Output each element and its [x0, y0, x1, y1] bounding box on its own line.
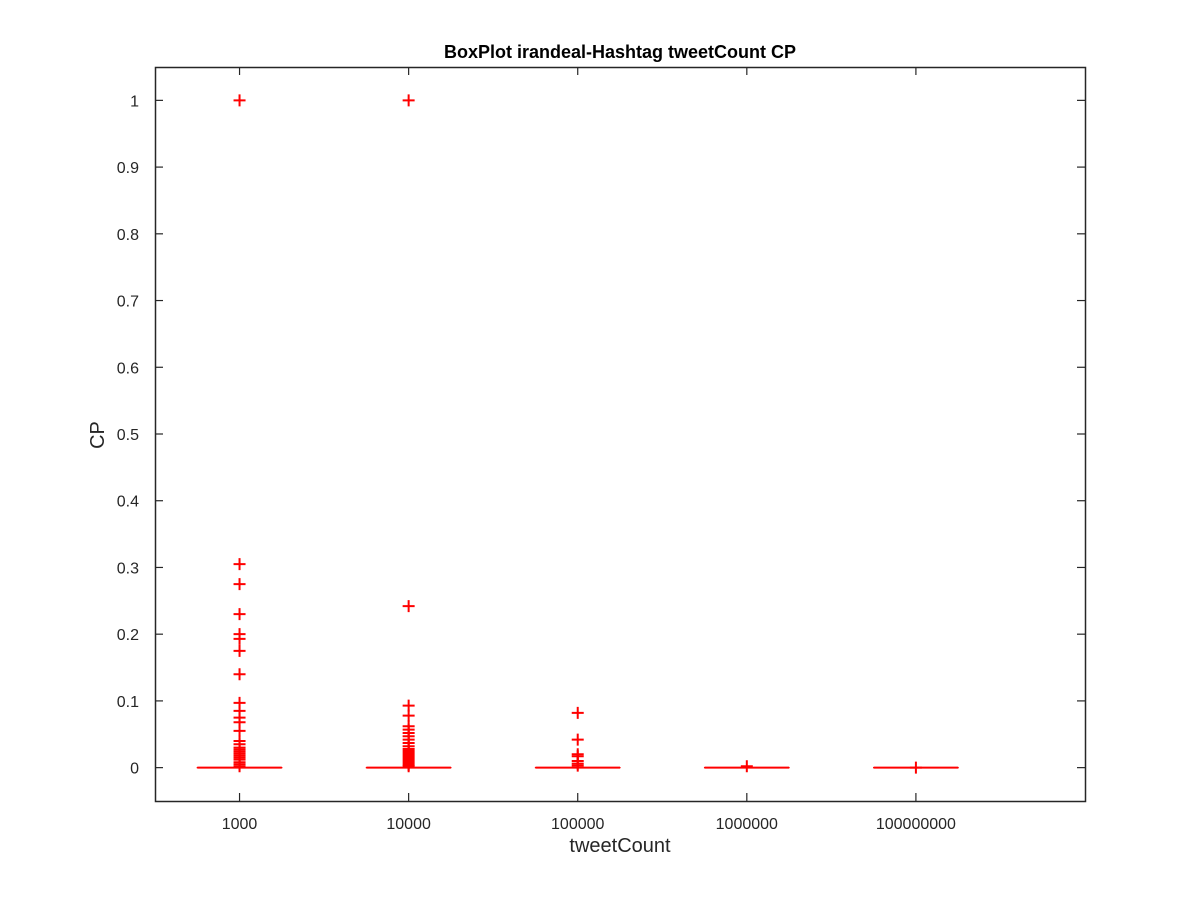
outlier-point: [233, 644, 246, 657]
outlier-point: [402, 760, 415, 773]
x-axis-ticks: 1000 10000 100000 1000000 100000000: [222, 67, 956, 833]
x-tick-label: 10000: [386, 816, 431, 833]
y-axis-label: CP: [87, 421, 109, 449]
outlier-point: [233, 724, 246, 737]
y-axis-ticks: 0 0.1 0.2 0.3 0.4 0.5 0.6 0.7 0.8 0.9 1: [117, 93, 1085, 778]
x-tick-label: 1000: [222, 816, 258, 833]
outlier-point: [402, 699, 415, 712]
y-tick-label: 0: [130, 761, 139, 778]
x-axis-label: tweetCount: [569, 835, 671, 857]
box-1000000: [703, 760, 790, 773]
box-10000: [365, 94, 452, 773]
y-tick-label: 0.6: [117, 360, 139, 377]
box-100000000: [873, 761, 959, 774]
y-tick-label: 1: [130, 93, 139, 110]
box-100000: [534, 706, 621, 772]
y-tick-label: 0.2: [117, 627, 139, 644]
y-tick-label: 0.5: [117, 427, 139, 444]
outlier-point: [233, 578, 246, 591]
outlier-point: [233, 632, 246, 645]
outlier-point: [402, 600, 415, 613]
box-1000: [196, 94, 283, 773]
outlier-point: [740, 760, 753, 773]
y-tick-label: 0.3: [117, 560, 139, 577]
outlier-point: [402, 94, 415, 107]
y-tick-label: 0.4: [117, 494, 139, 511]
x-tick-label: 1000000: [716, 816, 778, 833]
outlier-point: [233, 94, 246, 107]
y-tick-label: 0.7: [117, 294, 139, 311]
outlier-point: [233, 760, 246, 773]
outlier-point: [402, 709, 415, 722]
x-tick-label: 100000: [551, 816, 604, 833]
outlier-point: [233, 668, 246, 681]
outlier-point: [571, 733, 584, 746]
y-tick-label: 0.9: [117, 160, 139, 177]
y-tick-label: 0.1: [117, 694, 139, 711]
outlier-point: [909, 761, 922, 774]
x-tick-label: 100000000: [876, 816, 956, 833]
chart-title: BoxPlot irandeal-Hashtag tweetCount CP: [444, 42, 796, 62]
outlier-point: [233, 558, 246, 571]
plot-marks: [196, 94, 959, 774]
plot-area-frame: [154, 66, 1087, 803]
outlier-point: [571, 759, 584, 772]
y-tick-label: 0.8: [117, 227, 139, 244]
outlier-point: [571, 706, 584, 719]
outlier-point: [233, 608, 246, 621]
